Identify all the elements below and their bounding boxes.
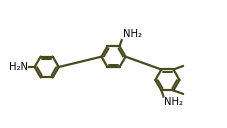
Text: H₂N: H₂N — [9, 62, 28, 72]
Text: NH₂: NH₂ — [164, 97, 183, 107]
Text: NH₂: NH₂ — [123, 29, 142, 39]
